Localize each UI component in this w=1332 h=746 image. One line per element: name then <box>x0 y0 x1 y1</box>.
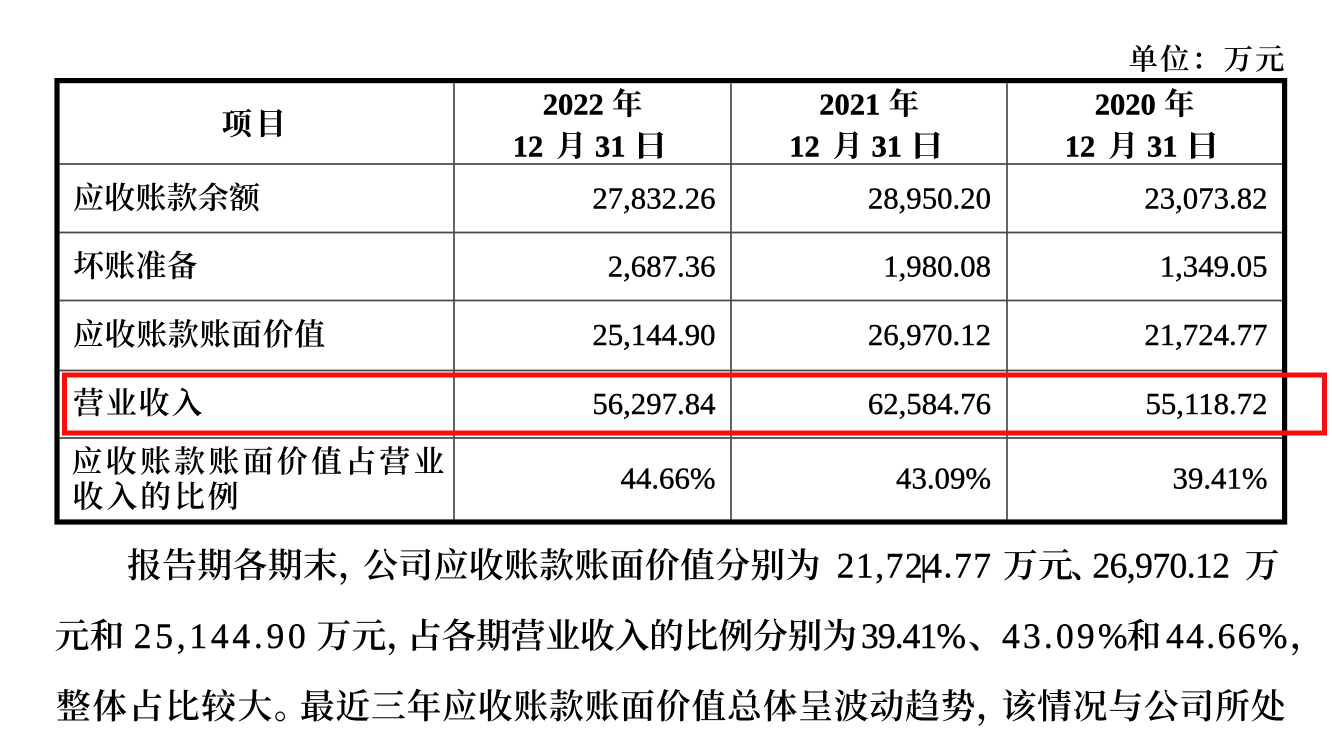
svg-text:21,724.77: 21,724.77 <box>837 546 993 586</box>
svg-text:55,118.72: 55,118.72 <box>1145 387 1267 421</box>
svg-text:1,349.05: 1,349.05 <box>1160 250 1268 284</box>
svg-text:44.66%: 44.66% <box>1166 616 1290 656</box>
svg-text:23,073.82: 23,073.82 <box>1144 182 1267 216</box>
svg-text:2021: 2021 <box>819 88 880 122</box>
svg-text:26,970.12: 26,970.12 <box>1092 546 1229 586</box>
svg-text:12: 12 <box>1065 129 1096 163</box>
svg-text:2022: 2022 <box>543 88 604 122</box>
svg-text:39.41%: 39.41% <box>1173 461 1268 495</box>
svg-text:31: 31 <box>1147 129 1178 163</box>
svg-text:62,584.76: 62,584.76 <box>868 387 991 421</box>
svg-text:1,980.08: 1,980.08 <box>883 250 991 284</box>
svg-text:39.41%: 39.41% <box>861 616 965 656</box>
svg-text:43.09%: 43.09% <box>1002 616 1131 656</box>
svg-text:12: 12 <box>513 129 544 163</box>
svg-text:2020: 2020 <box>1095 88 1156 122</box>
svg-text:31: 31 <box>595 129 626 163</box>
svg-text:2,687.36: 2,687.36 <box>608 250 716 284</box>
svg-text:25,144.90: 25,144.90 <box>134 616 310 656</box>
svg-text:21,724.77: 21,724.77 <box>1144 318 1267 352</box>
svg-text:28,950.20: 28,950.20 <box>868 182 991 216</box>
svg-text:27,832.26: 27,832.26 <box>592 182 715 216</box>
svg-text:43.09%: 43.09% <box>896 461 991 495</box>
svg-text:26,970.12: 26,970.12 <box>868 318 991 352</box>
svg-text:56,297.84: 56,297.84 <box>592 387 715 421</box>
svg-text:25,144.90: 25,144.90 <box>592 318 715 352</box>
svg-text:12: 12 <box>789 129 820 163</box>
svg-text:31: 31 <box>872 129 903 163</box>
svg-text:44.66%: 44.66% <box>621 461 716 495</box>
